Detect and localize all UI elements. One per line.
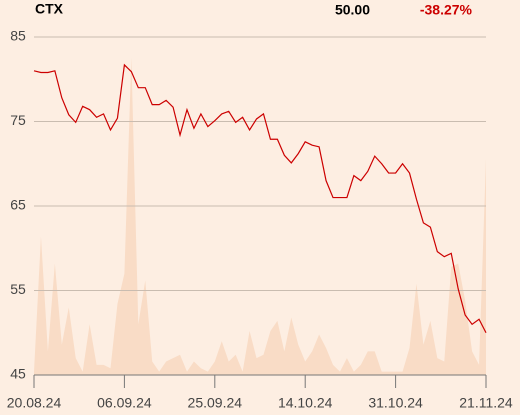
x-tick-label: 20.08.24 xyxy=(7,395,62,411)
x-tick-label: 14.10.24 xyxy=(278,395,333,411)
y-tick-label: 85 xyxy=(10,28,26,44)
y-tick-label: 45 xyxy=(10,366,26,382)
price-line xyxy=(33,63,487,334)
y-tick-label: 75 xyxy=(10,112,26,128)
last-price: 50.00 xyxy=(335,2,370,18)
change: -38.27% xyxy=(420,2,473,18)
x-tick-label: 06.09.24 xyxy=(97,395,152,411)
x-tick-label: 25.09.24 xyxy=(188,395,243,411)
y-tick-label: 65 xyxy=(10,197,26,213)
x-tick-label: 31.10.24 xyxy=(368,395,423,411)
chart-title: CTX xyxy=(35,1,64,17)
x-tick-label: 21.11.24 xyxy=(459,395,513,411)
y-tick-label: 55 xyxy=(10,281,26,297)
